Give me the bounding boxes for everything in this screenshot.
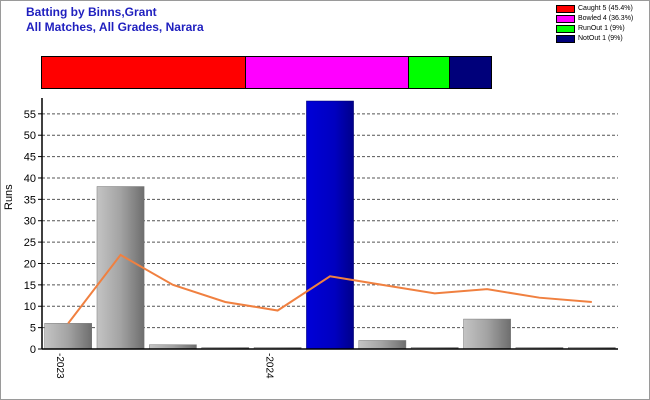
title-line-1: Batting by Binns,Grant — [26, 5, 157, 19]
y-tick-label: 35 — [24, 194, 36, 206]
y-tick-label: 15 — [24, 280, 36, 292]
legend-label-notout: NotOut 1 (9%) — [578, 35, 623, 42]
legend: Caught 5 (45.4%) Bowled 4 (36.3%) RunOut… — [556, 4, 633, 44]
y-tick-label: 5 — [30, 323, 36, 335]
y-tick-label: 30 — [24, 216, 36, 228]
y-tick-label: 55 — [24, 109, 36, 121]
y-tick-label: 10 — [24, 301, 36, 313]
trend-line — [67, 253, 592, 324]
legend-label-bowled: Bowled 4 (36.3%) — [578, 15, 634, 22]
dismissal-segment-notout — [450, 57, 491, 88]
legend-swatch-runout — [556, 25, 575, 33]
bar — [96, 186, 145, 350]
y-tick-label: 40 — [24, 173, 36, 185]
legend-item-bowled: Bowled 4 (36.3%) — [556, 14, 633, 24]
legend-label-runout: RunOut 1 (9%) — [578, 25, 625, 32]
x-tick-label: -2023 — [54, 353, 65, 379]
legend-swatch-caught — [556, 5, 575, 13]
legend-label-caught: Caught 5 (45.4%) — [578, 5, 633, 12]
y-tick-label: 20 — [24, 258, 36, 270]
legend-item-runout: RunOut 1 (9%) — [556, 24, 633, 34]
x-tick-label: -2024 — [264, 353, 275, 379]
bar — [358, 340, 407, 350]
title-line-2: All Matches, All Grades, Narara — [26, 20, 204, 34]
y-tick-label: 45 — [24, 152, 36, 164]
y-tick-label: 0 — [30, 344, 36, 356]
dismissal-segment-bowled — [246, 57, 410, 88]
bar — [306, 100, 354, 350]
chart-title: Batting by Binns,Grant All Matches, All … — [26, 5, 204, 35]
dismissal-segment-caught — [42, 57, 247, 88]
y-tick-label: 25 — [24, 237, 36, 249]
dismissal-stacked-bar — [41, 56, 492, 89]
bar — [463, 318, 511, 350]
legend-item-caught: Caught 5 (45.4%) — [556, 4, 633, 14]
bar — [44, 323, 92, 350]
legend-swatch-notout — [556, 35, 575, 43]
dismissal-segment-runout — [409, 57, 451, 88]
legend-swatch-bowled — [556, 15, 575, 23]
y-tick-label: 50 — [24, 130, 36, 142]
legend-item-notout: NotOut 1 (9%) — [556, 34, 633, 44]
